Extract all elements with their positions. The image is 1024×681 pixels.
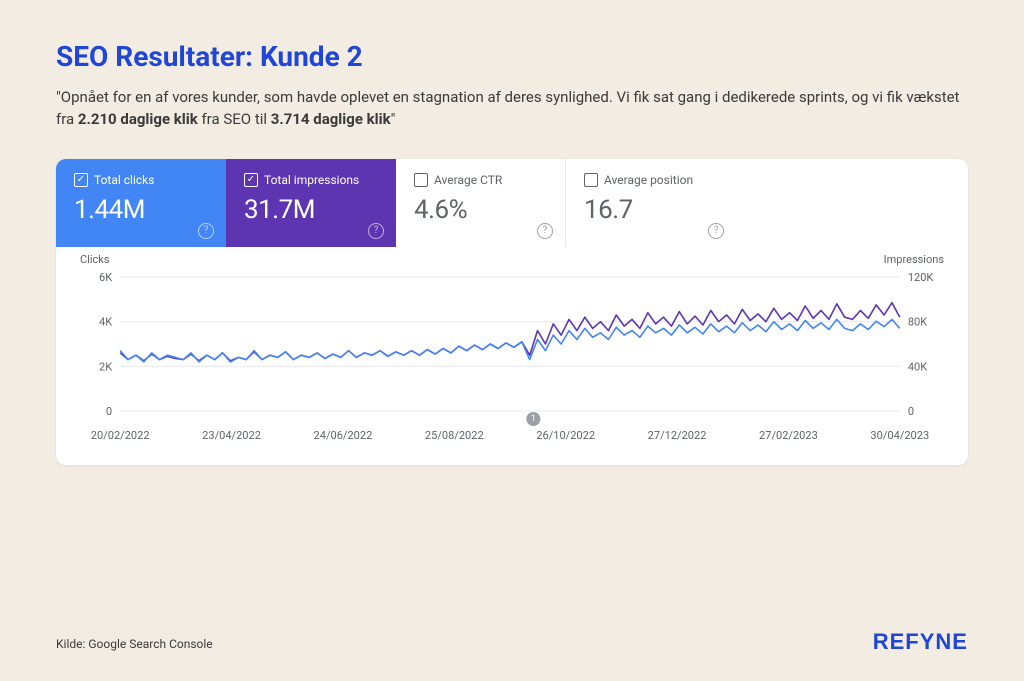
svg-text:25/08/2022: 25/08/2022 [425,429,484,442]
metric-label: Average CTR [434,173,502,187]
metric-label: Total clicks [94,173,154,187]
svg-text:0: 0 [106,405,112,418]
page-title: SEO Resultater: Kunde 2 [56,40,968,73]
checkbox-unchecked-icon [414,173,428,187]
help-icon[interactable]: ? [368,223,384,239]
metric-value: 1.44M [74,195,208,225]
brand-logo: REFYNE [873,629,968,655]
desc-part: " [391,110,396,128]
svg-text:20/02/2022: 20/02/2022 [91,429,150,442]
help-icon[interactable]: ? [198,223,214,239]
metric-value: 16.7 [584,195,718,225]
desc-part: fra SEO til [198,110,271,128]
performance-chart: 0 2K 4K 6K 0 40K 80K 120K 1 20/02/2022 23/04/20… [80,257,944,447]
desc-bold-1: 2.210 daglige klik [78,110,198,128]
svg-text:26/10/2022: 26/10/2022 [536,429,595,442]
svg-text:120K: 120K [908,271,934,284]
metric-label: Average position [604,173,693,187]
metric-card-position[interactable]: Average position 16.7 ? [566,159,736,247]
source-label: Kilde: Google Search Console [56,637,213,651]
svg-text:23/04/2022: 23/04/2022 [202,429,261,442]
metric-value: 31.7M [244,195,378,225]
checkbox-checked-icon [244,173,258,187]
chart-area: Clicks Impressions 0 2K 4K 6K 0 40K 80K 120K 1… [56,247,968,465]
checkbox-checked-icon [74,173,88,187]
svg-text:27/02/2023: 27/02/2023 [759,429,818,442]
help-icon[interactable]: ? [537,223,553,239]
metric-label: Total impressions [264,173,359,187]
y-axis-right-label: Impressions [884,253,944,266]
metric-card-ctr[interactable]: Average CTR 4.6% ? [396,159,566,247]
svg-text:30/04/2023: 30/04/2023 [870,429,929,442]
svg-text:1: 1 [531,414,536,424]
svg-text:2K: 2K [99,360,112,373]
svg-text:24/06/2022: 24/06/2022 [314,429,373,442]
svg-text:6K: 6K [99,271,112,284]
gsc-panel: Total clicks 1.44M ? Total impressions 3… [56,159,968,465]
checkbox-unchecked-icon [584,173,598,187]
metric-cards: Total clicks 1.44M ? Total impressions 3… [56,159,968,247]
metric-value: 4.6% [414,195,547,225]
help-icon[interactable]: ? [708,223,724,239]
svg-text:0: 0 [908,405,914,418]
svg-text:80K: 80K [908,315,927,328]
svg-text:27/12/2022: 27/12/2022 [648,429,707,442]
metric-card-clicks[interactable]: Total clicks 1.44M ? [56,159,226,247]
desc-bold-2: 3.714 daglige klik [271,110,391,128]
svg-text:40K: 40K [908,360,927,373]
metric-card-impressions[interactable]: Total impressions 31.7M ? [226,159,396,247]
y-axis-left-label: Clicks [80,253,110,266]
svg-text:4K: 4K [99,315,112,328]
case-description: "Opnået for en af vores kunder, som havd… [56,87,968,131]
